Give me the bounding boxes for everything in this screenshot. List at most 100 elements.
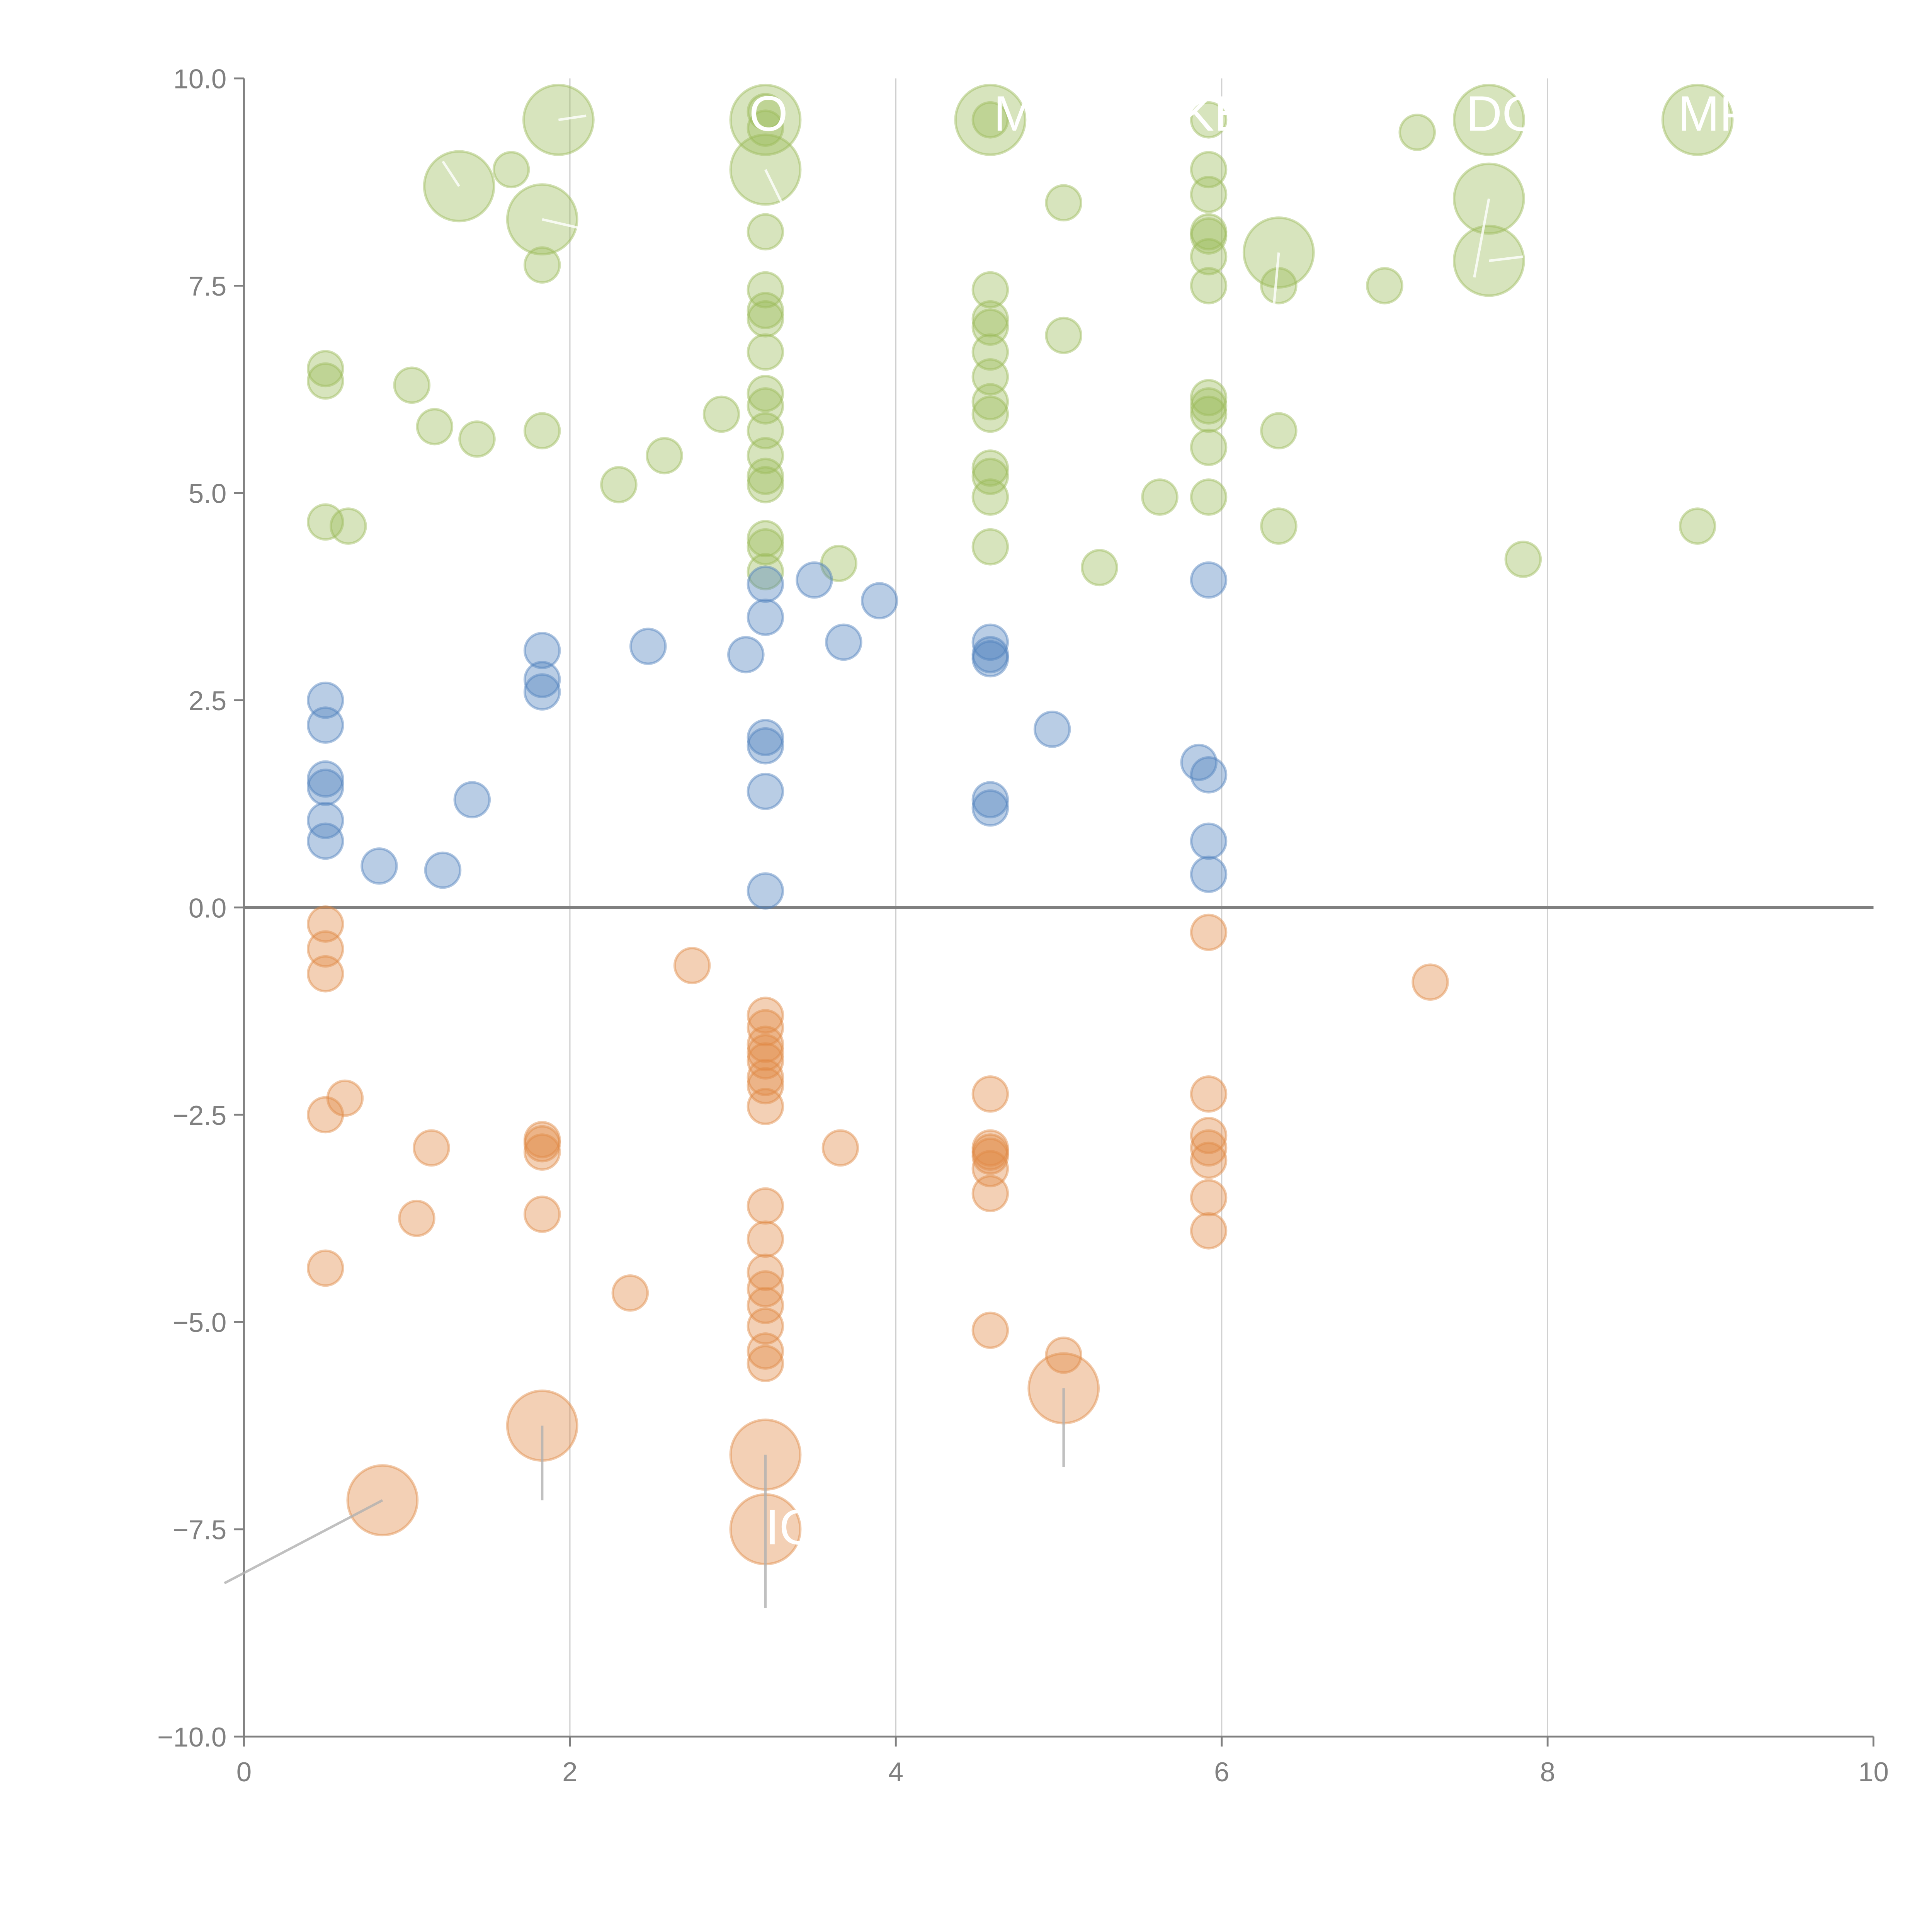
bubble-blue	[1190, 756, 1228, 794]
bubble-orange	[747, 1059, 784, 1096]
leader-line	[1488, 255, 1524, 262]
bubble-green	[492, 151, 530, 189]
bubble-blue	[1190, 855, 1228, 893]
bubble-green	[1190, 101, 1228, 139]
bubble-green	[1141, 478, 1179, 516]
bubble-green	[1190, 151, 1228, 189]
leader-line	[442, 160, 460, 187]
y-tick-label: 5.0	[189, 479, 227, 509]
bubble-orange	[1190, 1141, 1228, 1179]
bubble-green	[1398, 114, 1436, 151]
bubble-orange	[747, 1026, 784, 1063]
y-tick-label: −5.0	[172, 1308, 226, 1338]
bubble-orange	[523, 1125, 561, 1163]
bubble-green	[820, 544, 858, 582]
bubble-green	[1260, 267, 1298, 304]
bubble-green	[523, 246, 561, 284]
bubble-blue	[453, 781, 491, 818]
annotation-label: M	[993, 86, 1035, 141]
bubble-blue	[971, 640, 1009, 678]
bubble-green	[1045, 316, 1082, 354]
bubble-green	[747, 271, 784, 309]
bubble-green	[971, 271, 1009, 309]
bubble-green	[971, 333, 1009, 371]
bubble-green	[971, 449, 1009, 487]
bubble-orange	[747, 1088, 784, 1125]
bubble-green	[747, 466, 784, 503]
bubble-green	[747, 437, 784, 474]
bubble-green	[1190, 213, 1228, 251]
bubble-green	[971, 300, 1009, 338]
bubble-green	[1679, 507, 1716, 545]
bubble-green	[1260, 507, 1298, 545]
bubble-blue	[971, 781, 1009, 818]
bubble-orange	[971, 1311, 1009, 1349]
bubble-blue	[523, 632, 561, 669]
bubble-orange	[971, 1137, 1009, 1175]
bubble-blue	[971, 789, 1009, 827]
bubble-green	[954, 83, 1027, 156]
bubble-green	[747, 528, 784, 566]
bubble-green	[522, 83, 595, 156]
bubble-green	[306, 362, 344, 400]
bubble-green	[1190, 267, 1228, 304]
bubble-orange	[1190, 1117, 1228, 1154]
x-tick-label: 10	[1858, 1757, 1889, 1787]
bubble-orange	[747, 1067, 784, 1105]
bubble-green	[416, 408, 454, 446]
y-tick-label: −10.0	[157, 1722, 226, 1753]
x-tick-label: 2	[562, 1757, 577, 1787]
bubble-green	[747, 213, 784, 251]
bubble-green	[1045, 184, 1082, 222]
bubble-blue	[825, 623, 862, 661]
y-tick-label: 2.5	[189, 686, 227, 716]
bubble-blue	[523, 661, 561, 698]
bubble-orange	[1190, 1212, 1228, 1250]
bubble-orange	[306, 955, 344, 993]
bubble-green	[306, 350, 344, 388]
bubble-orange	[747, 1332, 784, 1370]
bubble-green	[600, 466, 638, 503]
bubble-orange	[523, 1196, 561, 1233]
bubble-green	[747, 412, 784, 450]
bubble-green	[330, 507, 367, 545]
bubble-blue	[747, 772, 784, 810]
bubble-orange	[1045, 1336, 1082, 1374]
bubble-green	[747, 553, 784, 590]
bubble-blue	[1190, 561, 1228, 599]
bubble-orange	[971, 1129, 1009, 1167]
bubble-blue	[747, 872, 784, 910]
bubble-orange	[1190, 1179, 1228, 1216]
bubble-blue	[361, 847, 398, 885]
bubble-orange	[747, 1287, 784, 1324]
bubble-blue	[306, 760, 344, 798]
bubble-green	[523, 412, 561, 450]
y-tick-label: 7.5	[189, 271, 227, 302]
bubble-green	[747, 109, 784, 147]
bubble-orange	[747, 1307, 784, 1345]
leader-lines	[224, 114, 1524, 1608]
bubble-orange	[747, 1042, 784, 1080]
bubble-blue	[747, 565, 784, 603]
bubble-orange	[747, 1187, 784, 1225]
bubble-blue	[306, 681, 344, 719]
annotation-label: MP	[1678, 86, 1753, 141]
y-tick-label: 0.0	[189, 893, 227, 923]
bubble-green	[646, 437, 683, 474]
bubble-green	[1190, 387, 1228, 425]
bubble-blue	[306, 706, 344, 744]
bubble-blue	[796, 561, 833, 599]
leader-line	[1272, 252, 1280, 307]
bubble-orange	[1190, 1129, 1228, 1167]
bubble-orange	[971, 1075, 1009, 1113]
x-tick-label: 8	[1540, 1757, 1555, 1787]
bubble-blue	[1190, 822, 1228, 860]
bubble-green	[747, 300, 784, 338]
bubble-green	[747, 292, 784, 330]
bubble-green	[1190, 238, 1228, 276]
bubble-green	[729, 83, 802, 156]
bubble-green	[1366, 267, 1403, 304]
bubble-green	[1190, 217, 1228, 255]
bubble-blue	[971, 623, 1009, 661]
annotation-label: KE	[1181, 86, 1247, 141]
